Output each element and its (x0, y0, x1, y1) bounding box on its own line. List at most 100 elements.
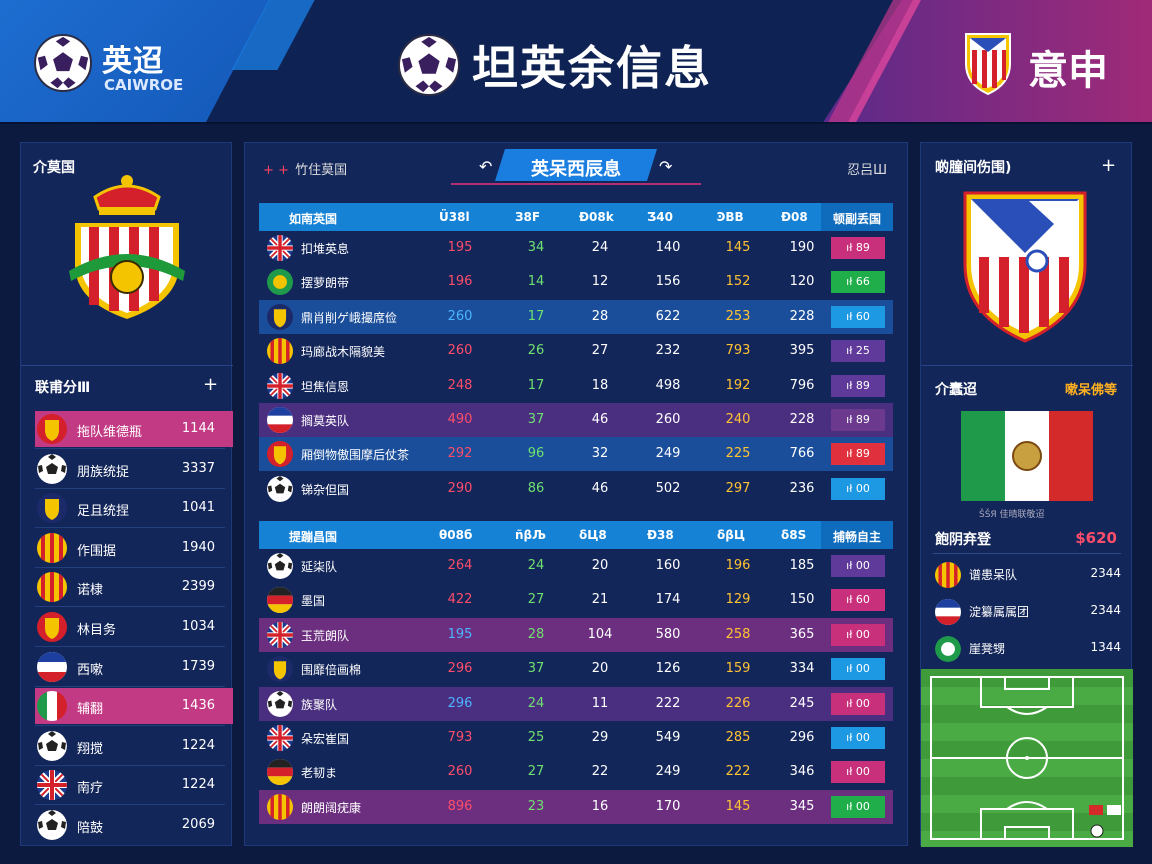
column-header[interactable]: θ08б (439, 528, 473, 542)
add-icon[interactable]: + (203, 374, 219, 395)
column-header[interactable]: Ʒ40 (647, 210, 673, 224)
table-row[interactable]: 族聚队 296 24 11 222 226 245 ıł 00 (259, 686, 893, 721)
column-header[interactable]: З8F (515, 210, 541, 224)
table-row[interactable]: 围靡倍画棉 296 37 20 126 159 334 ıł 00 (259, 652, 893, 686)
column-header[interactable]: 顿副丢国 (821, 203, 893, 231)
stat-cell: 20 (591, 558, 609, 573)
table-row[interactable]: 老韧ま 260 27 22 249 222 346 ıł 00 (259, 755, 893, 789)
italy-flag-icon (37, 691, 67, 722)
mini-item-value: 2344 (1090, 566, 1121, 580)
stat-cell: 28 (527, 626, 545, 642)
left-panel-title: 介莫国 (33, 160, 75, 176)
ranking-item[interactable]: 西嗽 1739 (35, 649, 233, 685)
mini-list-item[interactable]: 崖凳甥 1344 (935, 633, 1121, 663)
status-badge[interactable]: ıł 89 (831, 443, 885, 466)
column-header[interactable]: 如南英国 (289, 212, 338, 226)
center-top-left-label: + + 竹住莫国 (263, 163, 348, 178)
ranking-item-value: 1436 (181, 698, 215, 714)
column-header[interactable]: Ü38l (439, 210, 470, 224)
ranking-item[interactable]: 朋族统捉 3337 (35, 451, 233, 487)
ranking-item[interactable]: 作围据 1940 (35, 530, 233, 566)
ranking-item[interactable]: 辅翻 1436 (35, 688, 233, 725)
column-header[interactable]: 提蹦昌国 (289, 530, 338, 544)
table-row[interactable]: 朗朗阔疣康 896 23 16 170 145 345 ıł 00 (259, 789, 893, 824)
ranking-item[interactable]: 诺棣 2399 (35, 569, 233, 605)
status-badge[interactable]: ıł 00 (831, 555, 885, 577)
stat-cell: 159 (725, 661, 751, 677)
column-header[interactable]: 捕畅自主 (821, 521, 893, 549)
ranking-item-label: 足且统捏 (77, 504, 130, 520)
add-icon[interactable]: + (1101, 155, 1117, 176)
column-header[interactable]: Ð08 (781, 210, 808, 224)
column-header[interactable]: δЦ8 (579, 528, 607, 542)
tricolor-flag-icon (37, 651, 67, 682)
status-badge[interactable]: ıł 60 (831, 305, 885, 328)
ranking-item[interactable]: 翔搅 1224 (35, 728, 233, 764)
mini-item-label: 谱患呆队 (969, 568, 1018, 582)
status-badge[interactable]: ıł 00 (831, 795, 885, 818)
green-badge-icon (935, 636, 961, 662)
status-badge[interactable]: ıł 89 (831, 409, 885, 431)
ranking-item[interactable]: 陪鼓 2069 (35, 807, 233, 843)
column-header[interactable]: ϿBB (717, 210, 744, 224)
table-row[interactable]: 锑杂但国 290 86 46 502 297 236 ıł 00 (259, 472, 893, 506)
stat-cell: 249 (655, 446, 681, 462)
table-row[interactable]: 延柒队 264 24 20 160 196 185 ıł 00 (259, 549, 893, 583)
table-row[interactable]: 搁莫英队 490 37 46 260 240 228 ıł 89 (259, 403, 893, 437)
status-badge[interactable]: ıł 89 (831, 374, 885, 397)
ranking-item[interactable]: 拖队维德瓶 1144 (35, 411, 233, 447)
column-header[interactable]: δ8Ѕ (781, 528, 807, 542)
table-row[interactable]: 扣堆英息 195 34 24 140 145 190 ıł 89 (259, 231, 893, 265)
left-panel: 介莫国 联甫分Ⅲ + 拖队维德瓶 1144 朋族统捉 3337 足且统捏 1041 作围据 1… (20, 142, 233, 846)
column-header[interactable]: δβЦ (717, 528, 745, 542)
stat-cell: 145 (725, 798, 751, 814)
table-row[interactable]: 墨国 422 27 21 174 129 150 ıł 60 (259, 583, 893, 617)
status-badge[interactable]: ıł 60 (831, 589, 885, 612)
stat-cell: 290 (447, 480, 473, 496)
column-header[interactable]: Ð08k (579, 210, 614, 224)
stat-cell: 29 (591, 730, 609, 745)
status-badge[interactable]: ıł 66 (831, 271, 885, 294)
soccer-ball-icon (37, 453, 67, 484)
status-badge[interactable]: ıł 00 (831, 727, 885, 749)
right-sub-link[interactable]: 嗽呆佛等 (1064, 383, 1117, 398)
stat-cell: 25 (527, 730, 545, 745)
stat-cell: 192 (725, 377, 751, 393)
status-badge[interactable]: ıł 00 (831, 692, 885, 715)
table-row[interactable]: 坦焦信恩 248 17 18 498 192 796 ıł 89 (259, 369, 893, 403)
column-header[interactable]: Ð38 (647, 528, 674, 542)
table-row[interactable]: 摆萝朗带 196 14 12 156 152 120 ıł 66 (259, 265, 893, 299)
status-badge[interactable]: ıł 00 (831, 477, 885, 500)
table-row[interactable]: 厢倒物傲围摩后仗茶 292 96 32 249 225 766 ıł 89 (259, 437, 893, 472)
stat-cell: 196 (725, 558, 751, 573)
status-badge[interactable]: ıł 00 (831, 658, 885, 681)
stat-cell: 160 (655, 558, 681, 573)
status-badge[interactable]: ıł 25 (831, 340, 885, 363)
team-name: 玉荒朗队 (301, 628, 350, 643)
table-row[interactable]: 玉荒朗队 195 28 104 580 258 365 ıł 00 (259, 617, 893, 652)
status-badge[interactable]: ıł 00 (831, 623, 885, 646)
stat-cell: 334 (789, 661, 815, 677)
stat-cell: 228 (789, 412, 815, 427)
table-row[interactable]: 鼎肖削ゲ峨撮席俭 260 17 28 622 253 228 ıł 60 (259, 299, 893, 334)
status-badge[interactable]: ıł 00 (831, 761, 885, 784)
ranking-item[interactable]: 足且统捏 1041 (35, 490, 233, 526)
column-header[interactable]: ñβЉ (515, 528, 546, 542)
next-icon[interactable]: ↷ (659, 157, 673, 176)
status-badge[interactable]: ıł 89 (831, 237, 885, 259)
ranking-item-value: 1144 (181, 421, 215, 436)
crest-icon (267, 656, 293, 683)
mini-list-item[interactable]: 谱患呆队 2344 (935, 559, 1121, 589)
ranking-item[interactable]: 南疗 1224 (35, 767, 233, 803)
table-row[interactable]: 玛廊战木隔貌美 260 26 27 232 793 395 ıł 25 (259, 334, 893, 368)
ranking-item-label: 辅翻 (77, 702, 104, 718)
prev-icon[interactable]: ↶ (479, 157, 493, 176)
mini-list-item[interactable]: 淀纂属属团 2344 (935, 596, 1121, 626)
stat-cell: 18 (591, 377, 609, 393)
stat-cell: 258 (725, 626, 751, 642)
table-row[interactable]: 朵宏崔国 793 25 29 549 285 296 ıł 00 (259, 721, 893, 755)
ranking-item[interactable]: 林目务 1034 (35, 609, 233, 645)
green-crest-icon (267, 269, 293, 296)
ranking-item-label: 诺棣 (77, 583, 104, 599)
crest-icon (37, 493, 67, 524)
